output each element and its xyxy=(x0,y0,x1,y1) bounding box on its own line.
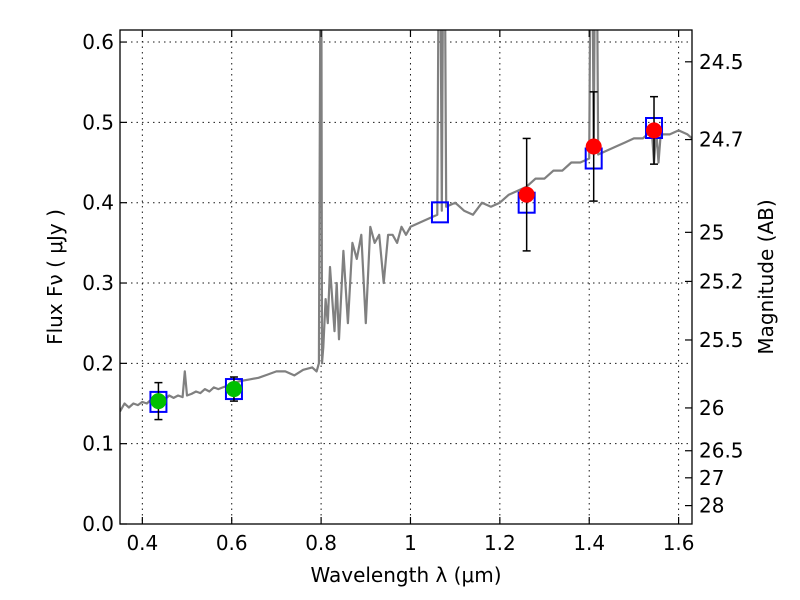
y2-tick-label: 24.5 xyxy=(699,50,744,74)
y-axis-label: Flux Fν ( μJy ) xyxy=(43,209,67,345)
y2-tick-label: 25 xyxy=(699,220,724,244)
y2-tick-label: 28 xyxy=(699,494,724,518)
data-point xyxy=(646,122,663,139)
x-tick-label: 1 xyxy=(404,531,417,555)
y-tick-label: 0.5 xyxy=(82,110,114,134)
x-tick-label: 0.4 xyxy=(126,531,158,555)
x-tick-label: 0.8 xyxy=(305,531,337,555)
y2-tick-label: 26.5 xyxy=(699,439,744,463)
x-tick-label: 0.6 xyxy=(216,531,248,555)
x-tick-label: 1.2 xyxy=(484,531,516,555)
y-tick-label: 0.3 xyxy=(82,271,114,295)
data-point xyxy=(150,393,167,410)
y2-tick-label: 27 xyxy=(699,466,724,490)
plot-area xyxy=(120,30,692,421)
y2-tick-label: 24.7 xyxy=(699,128,744,152)
y2-tick-label: 26 xyxy=(699,396,724,420)
plot-frame xyxy=(119,29,693,525)
data-point xyxy=(585,138,602,155)
y-tick-label: 0.2 xyxy=(82,351,114,375)
model-box xyxy=(430,201,449,224)
x-tick-label: 1.4 xyxy=(573,531,605,555)
spectrum-line xyxy=(120,30,692,413)
y-tick-label: 0.0 xyxy=(82,512,114,536)
y2-tick-label: 25.2 xyxy=(699,269,744,293)
y-tick-label: 0.4 xyxy=(82,191,114,215)
x-axis-label: Wavelength λ (μm) xyxy=(310,563,501,587)
ticks: 0.4 0.6 0.8 1 1.2 1.4 1.6 0.0 0.1 0.2 0.3 0.4 0.5 0.6… xyxy=(82,30,744,555)
y-tick-label: 0.6 xyxy=(82,30,114,54)
data-point xyxy=(518,186,535,203)
y2-tick-label: 25.5 xyxy=(699,328,744,352)
x-tick-label: 1.6 xyxy=(663,531,695,555)
y2-axis-label: Magnitude (AB) xyxy=(754,199,778,354)
y-tick-label: 0.1 xyxy=(82,432,114,456)
data-point xyxy=(225,381,242,398)
